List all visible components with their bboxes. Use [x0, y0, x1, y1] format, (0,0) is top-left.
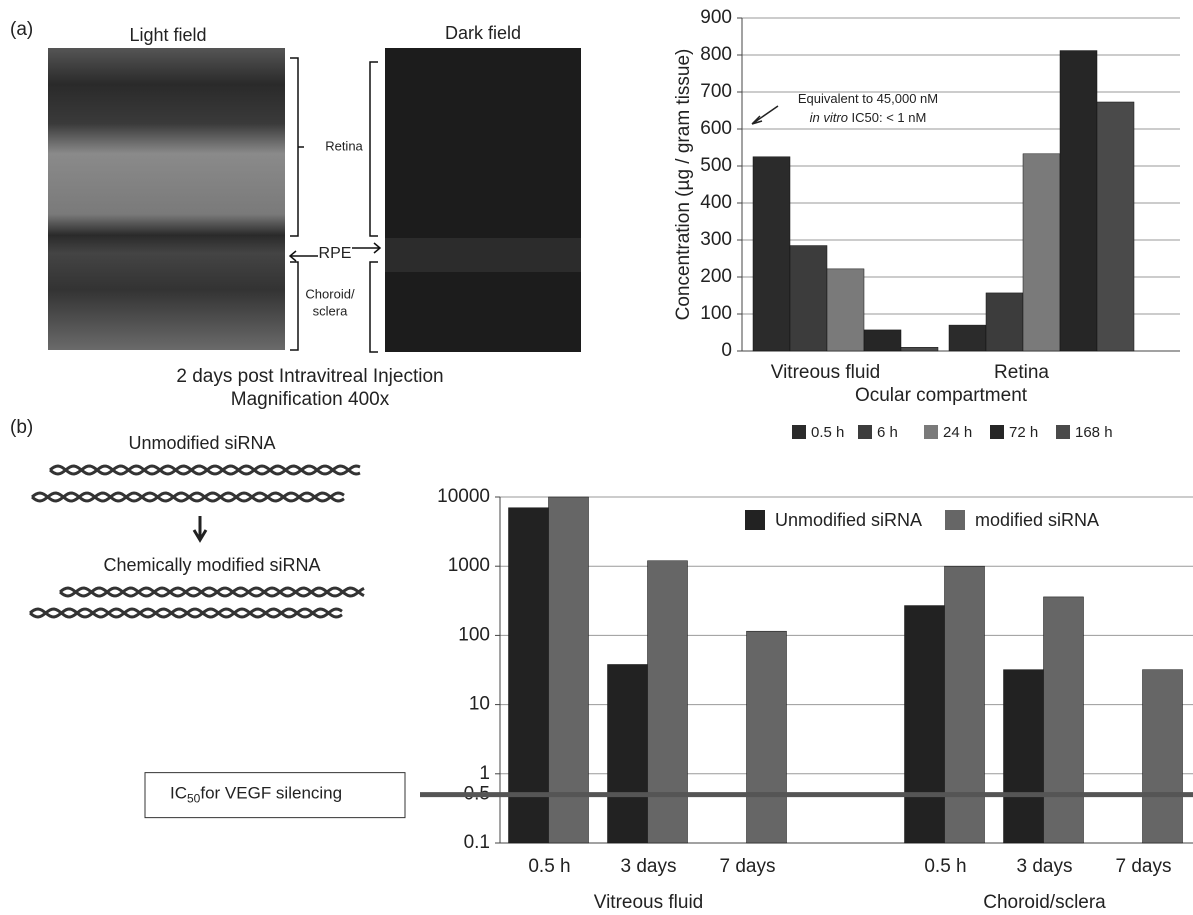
layer-label: RPE: [319, 245, 352, 262]
annotation-arrow: [751, 105, 779, 125]
threshold-box: [144, 772, 406, 819]
legend-label: modified siRNA: [975, 510, 1099, 530]
x-tick-label: 3 days: [621, 856, 677, 877]
arrow: [192, 516, 208, 543]
legend-label: 24 h: [943, 424, 972, 441]
bar: [948, 324, 987, 352]
bar: [1059, 50, 1098, 352]
layer-label: Choroid/: [305, 286, 355, 301]
legend-label: Unmodified siRNA: [775, 510, 922, 530]
panel-label: (b): [10, 417, 33, 438]
helix-strand: [49, 464, 361, 476]
annotation-text: Equivalent to 45,000 nM: [798, 91, 938, 106]
bar: [985, 292, 1024, 352]
image-title: Light field: [129, 25, 206, 45]
layer-label: Retina: [325, 138, 363, 153]
annotation: Equivalent to 45,000 nM: [798, 91, 938, 106]
helix-strand: [49, 464, 361, 476]
y-tick-label: 200: [700, 266, 732, 287]
y-tick-label: 500: [700, 155, 732, 176]
y-tick-label: 100: [700, 303, 732, 324]
group-label: Choroid/sclera: [983, 892, 1106, 913]
y-tick-label: 300: [700, 229, 732, 250]
rpe-band: [385, 238, 581, 272]
image-title: Dark field: [445, 23, 521, 43]
y-tick-label: 700: [700, 81, 732, 102]
caption: Magnification 400x: [231, 389, 390, 410]
threshold-text: for VEGF silencing: [200, 784, 342, 803]
x-tick-label: 0.5 h: [924, 856, 966, 877]
x-tick-label: 7 days: [1116, 856, 1172, 877]
x-tick-label: 7 days: [720, 856, 776, 877]
legend-label: 6 h: [877, 424, 898, 441]
helices: [29, 464, 365, 619]
y-tick-label: 10: [469, 694, 490, 715]
legend-swatch: [945, 510, 965, 530]
helix-strand: [29, 607, 343, 619]
bar: [752, 156, 791, 352]
bar: [863, 329, 902, 352]
bar: [904, 605, 945, 844]
dark-field-image: [385, 48, 581, 352]
legend-label: 168 h: [1075, 424, 1113, 441]
bar: [746, 630, 787, 844]
legend-label: 0.5 h: [811, 424, 844, 441]
group-label: Vitreous fluid: [594, 892, 704, 913]
x-tick-label: 0.5 h: [528, 856, 570, 877]
legend-swatch: [924, 425, 938, 439]
y-tick-label: 10000: [437, 486, 490, 507]
bar: [826, 268, 865, 352]
layer-label: sclera: [313, 303, 348, 318]
bar: [607, 664, 648, 844]
bar: [900, 347, 939, 352]
y-tick-label: 1000: [448, 555, 490, 576]
annotation: in vitro IC50: < 1 nM: [810, 110, 927, 125]
x-tick-label: Retina: [994, 362, 1049, 383]
bar: [1003, 669, 1044, 844]
helix-strand: [59, 586, 365, 598]
helix-strand: [31, 491, 345, 503]
bar: [789, 245, 828, 352]
y-tick-label: 100: [458, 624, 490, 645]
y-tick-label: 900: [700, 7, 732, 28]
x-axis-label: Ocular compartment: [855, 385, 1028, 406]
bar: [1096, 101, 1135, 352]
panel-label: (a): [10, 19, 33, 40]
x-tick-label: Vitreous fluid: [771, 362, 881, 383]
legend-swatch: [858, 425, 872, 439]
x-tick-label: 3 days: [1017, 856, 1073, 877]
bar: [647, 560, 688, 844]
caption: 2 days post Intravitreal Injection: [176, 366, 443, 387]
threshold-label: IC50for VEGF silencing: [170, 784, 342, 806]
y-tick-label: 400: [700, 192, 732, 213]
sirna-label: Chemically modified siRNA: [103, 555, 320, 575]
bar: [1142, 669, 1183, 844]
legend-swatch: [792, 425, 806, 439]
annotation-text: in vitro: [810, 110, 848, 125]
y-tick-label: 800: [700, 44, 732, 65]
legend-label: 72 h: [1009, 424, 1038, 441]
annotation-text: IC50: < 1 nM: [848, 110, 926, 125]
bar: [1022, 153, 1061, 352]
bar: [548, 496, 589, 844]
bar: [944, 565, 985, 844]
y-tick-label: 0: [721, 340, 732, 361]
legend-swatch: [745, 510, 765, 530]
brackets: [288, 57, 382, 353]
bar: [1043, 596, 1084, 844]
legend-swatch: [1056, 425, 1070, 439]
helix-strand: [59, 586, 365, 598]
y-tick-label: 600: [700, 118, 732, 139]
light-field-image: [48, 48, 285, 350]
threshold-text: IC: [170, 784, 187, 803]
y-tick-label: 0.1: [464, 832, 490, 853]
threshold-text: 50: [187, 792, 201, 806]
y-tick-label: 1: [479, 763, 490, 784]
y-axis-label: Concentration (µg / gram tissue): [673, 49, 694, 321]
sirna-label: Unmodified siRNA: [128, 433, 275, 453]
legend-swatch: [990, 425, 1004, 439]
charts: 0 100 200 300 400 500 600 700 800 900 Vitreous flu…: [144, 7, 1193, 913]
